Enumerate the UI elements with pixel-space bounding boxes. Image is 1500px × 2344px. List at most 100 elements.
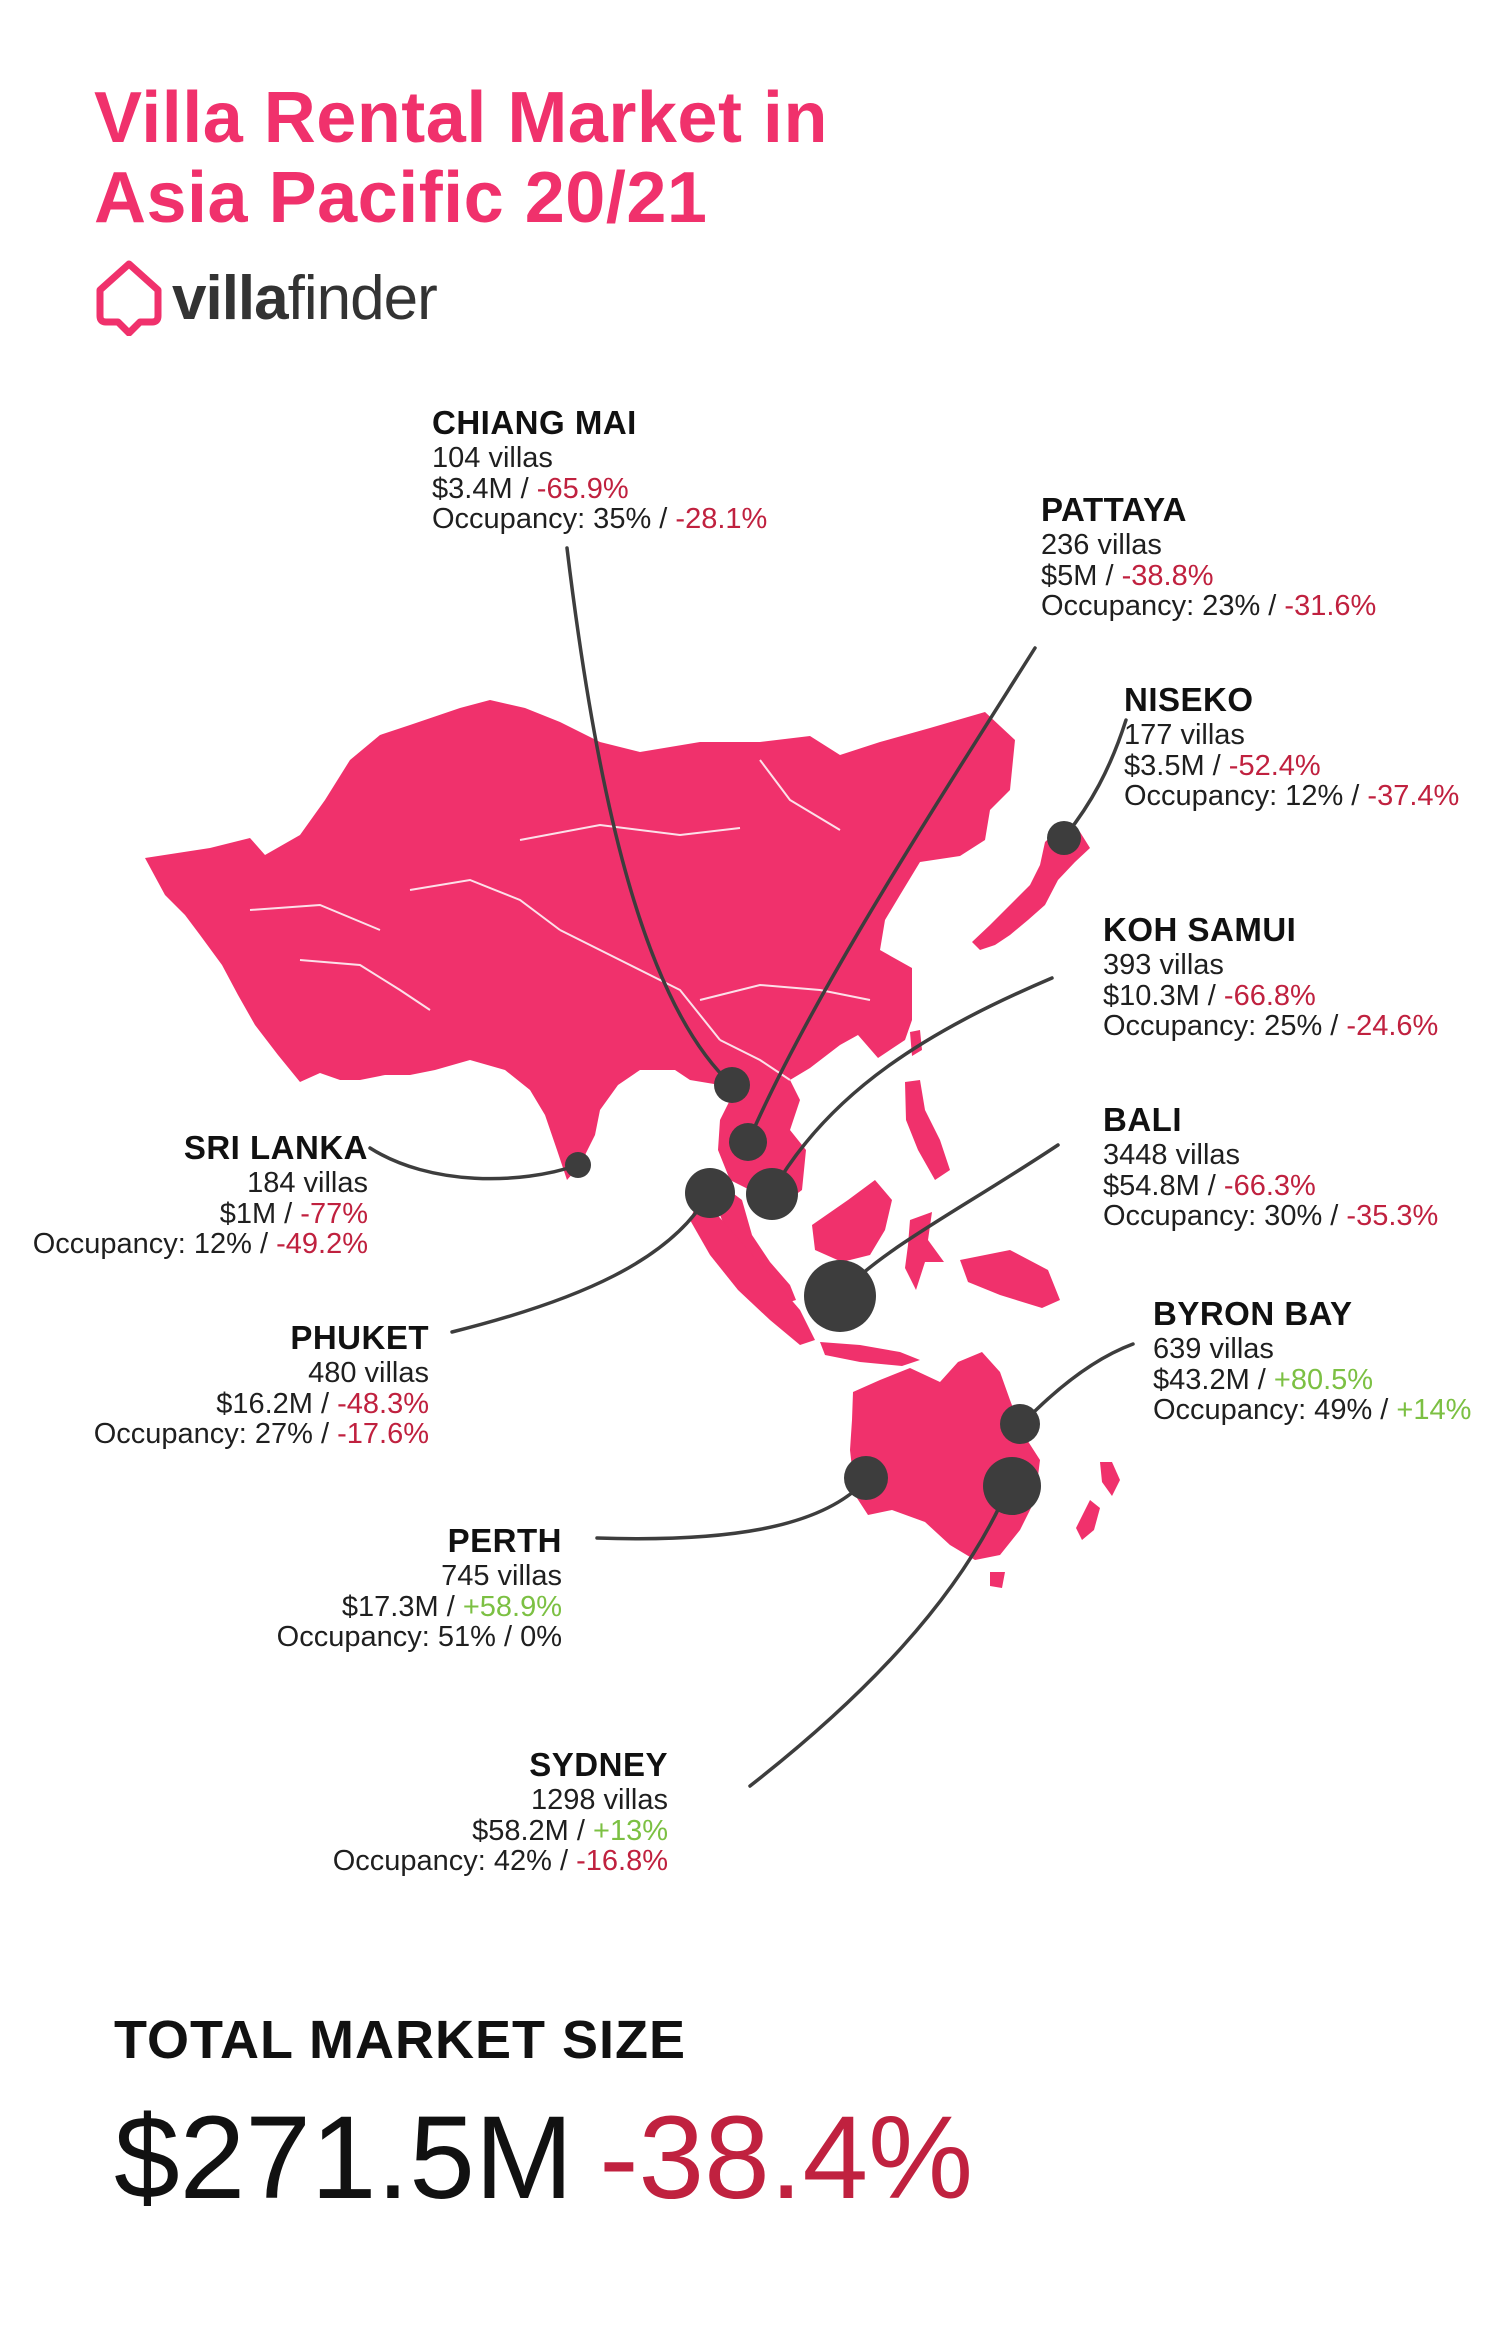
occupancy-change: -35.3% bbox=[1346, 1200, 1439, 1232]
villa-count: 3448 villas bbox=[1103, 1139, 1241, 1171]
occupancy-change: -37.4% bbox=[1367, 780, 1460, 812]
revenue-line: $10.3M / -66.8% bbox=[1103, 979, 1316, 1012]
revenue-line: $17.3M / +58.9% bbox=[341, 1590, 562, 1623]
callout-bali: BALI 3448 villas $54.8M / -66.3% Occupan… bbox=[1103, 1102, 1438, 1232]
occupancy-value: Occupancy: 49% bbox=[1153, 1394, 1373, 1426]
total-value-line: $271.5M -38.4% bbox=[114, 2098, 973, 2218]
brand-name-light: finder bbox=[287, 263, 438, 333]
marker-chiang-mai[interactable] bbox=[714, 1067, 750, 1103]
villafinder-logo: villafinder bbox=[96, 258, 438, 338]
revenue-value: $16.2M bbox=[216, 1387, 313, 1420]
leader-line-sri-lanka bbox=[368, 1146, 580, 1181]
location-name: SYDNEY bbox=[529, 1746, 668, 1783]
revenue-change: -52.4% bbox=[1228, 749, 1321, 782]
border-line bbox=[759, 759, 841, 831]
revenue-line: $54.8M / -66.3% bbox=[1103, 1169, 1316, 1202]
occupancy-line: Occupancy: 27% / -17.6% bbox=[93, 1418, 429, 1450]
leader-line-perth bbox=[595, 1478, 868, 1541]
location-name: PATTAYA bbox=[1041, 491, 1187, 528]
leader-line-niseko bbox=[1064, 718, 1128, 837]
occupancy-value: Occupancy: 12% bbox=[32, 1228, 252, 1260]
location-markers bbox=[565, 821, 1081, 1515]
occupancy-change: -28.1% bbox=[675, 503, 768, 535]
occupancy-line: Occupancy: 25% / -24.6% bbox=[1103, 1010, 1439, 1042]
villa-count: 177 villas bbox=[1124, 719, 1245, 751]
borneo bbox=[812, 1180, 892, 1262]
callout-chiang-mai: CHIANG MAI 104 villas $3.4M / -65.9% Occ… bbox=[432, 405, 767, 535]
occupancy-change: -17.6% bbox=[337, 1418, 429, 1450]
revenue-line: $43.2M / +80.5% bbox=[1153, 1363, 1374, 1396]
page-title: Villa Rental Market in Asia Pacific 20/2… bbox=[94, 78, 828, 238]
australia bbox=[850, 1352, 1040, 1560]
revenue-change: -66.3% bbox=[1223, 1169, 1316, 1202]
location-name: PERTH bbox=[447, 1522, 562, 1559]
location-name: CHIANG MAI bbox=[432, 404, 637, 441]
marker-byron-bay[interactable] bbox=[1000, 1404, 1040, 1444]
revenue-value: $1M bbox=[219, 1197, 277, 1230]
sulawesi bbox=[905, 1212, 944, 1290]
house-pin-icon bbox=[96, 260, 162, 336]
revenue-value: $54.8M bbox=[1103, 1169, 1200, 1202]
occupancy-value: Occupancy: 23% bbox=[1041, 590, 1261, 622]
title-line-1: Villa Rental Market in bbox=[94, 78, 828, 158]
marker-koh-samui[interactable] bbox=[746, 1168, 798, 1220]
occupancy-line: Occupancy: 42% / -16.8% bbox=[332, 1845, 668, 1877]
total-market-size: TOTAL MARKET SIZE $271.5M -38.4% bbox=[114, 2010, 973, 2218]
occupancy-line: Occupancy: 12% / -49.2% bbox=[32, 1228, 368, 1260]
leader-line-chiang-mai bbox=[565, 546, 734, 1087]
villa-count: 104 villas bbox=[432, 442, 553, 474]
revenue-change: +13% bbox=[593, 1814, 668, 1847]
callout-perth: PERTH 745 villas $17.3M / +58.9% Occupan… bbox=[277, 1523, 562, 1653]
occupancy-line: Occupancy: 49% / +14% bbox=[1153, 1394, 1472, 1426]
total-value: $271.5M bbox=[114, 2092, 574, 2224]
callout-niseko: NISEKO 177 villas $3.5M / -52.4% Occupan… bbox=[1124, 682, 1459, 812]
occupancy-change: -31.6% bbox=[1284, 590, 1377, 622]
occupancy-value: Occupancy: 12% bbox=[1124, 780, 1344, 812]
malay-peninsula bbox=[718, 1185, 796, 1305]
marker-phuket[interactable] bbox=[685, 1168, 735, 1218]
occupancy-value: Occupancy: 25% bbox=[1103, 1010, 1323, 1042]
leader-line-byron-bay bbox=[1020, 1342, 1135, 1426]
villa-count: 393 villas bbox=[1103, 949, 1224, 981]
marker-perth[interactable] bbox=[844, 1456, 888, 1500]
occupancy-value: Occupancy: 30% bbox=[1103, 1200, 1323, 1232]
villa-count: 1298 villas bbox=[530, 1784, 668, 1816]
occupancy-change: +14% bbox=[1396, 1394, 1472, 1426]
occupancy-line: Occupancy: 51% / 0% bbox=[276, 1621, 562, 1653]
callout-koh-samui: KOH SAMUI 393 villas $10.3M / -66.8% Occ… bbox=[1103, 912, 1438, 1042]
revenue-line: $1M / -77% bbox=[219, 1197, 368, 1230]
revenue-value: $3.5M bbox=[1124, 749, 1205, 782]
occupancy-line: Occupancy: 23% / -31.6% bbox=[1041, 590, 1377, 622]
border-line bbox=[519, 823, 741, 841]
marker-bali[interactable] bbox=[804, 1260, 876, 1332]
revenue-line: $16.2M / -48.3% bbox=[216, 1387, 429, 1420]
revenue-change: +80.5% bbox=[1273, 1363, 1374, 1396]
leader-line-koh-samui bbox=[770, 976, 1054, 1194]
revenue-change: -77% bbox=[300, 1197, 368, 1230]
occupancy-value: Occupancy: 27% bbox=[93, 1418, 313, 1450]
marker-sydney[interactable] bbox=[983, 1457, 1041, 1515]
revenue-line: $3.5M / -52.4% bbox=[1124, 749, 1321, 782]
new-guinea bbox=[960, 1250, 1060, 1308]
villa-count: 184 villas bbox=[247, 1167, 368, 1199]
leader-line-sydney bbox=[748, 1486, 1010, 1788]
revenue-line: $58.2M / +13% bbox=[472, 1814, 668, 1847]
occupancy-value: Occupancy: 51% bbox=[276, 1621, 496, 1653]
new-zealand-south bbox=[1076, 1500, 1100, 1540]
tasmania bbox=[990, 1572, 1005, 1588]
border-line bbox=[699, 983, 871, 1001]
occupancy-change: -24.6% bbox=[1346, 1010, 1439, 1042]
location-name: BALI bbox=[1103, 1101, 1182, 1138]
marker-niseko[interactable] bbox=[1047, 821, 1081, 855]
location-name: SRI LANKA bbox=[183, 1129, 368, 1166]
border-line bbox=[249, 903, 381, 931]
revenue-value: $58.2M bbox=[472, 1814, 569, 1847]
marker-pattaya[interactable] bbox=[729, 1123, 767, 1161]
revenue-line: $3.4M / -65.9% bbox=[432, 472, 629, 505]
border-line bbox=[559, 929, 721, 1041]
location-name: BYRON BAY bbox=[1153, 1295, 1353, 1332]
callout-sri-lanka: SRI LANKA 184 villas $1M / -77% Occupanc… bbox=[33, 1130, 368, 1260]
marker-sri-lanka[interactable] bbox=[565, 1152, 591, 1178]
occupancy-change: -16.8% bbox=[576, 1845, 668, 1877]
